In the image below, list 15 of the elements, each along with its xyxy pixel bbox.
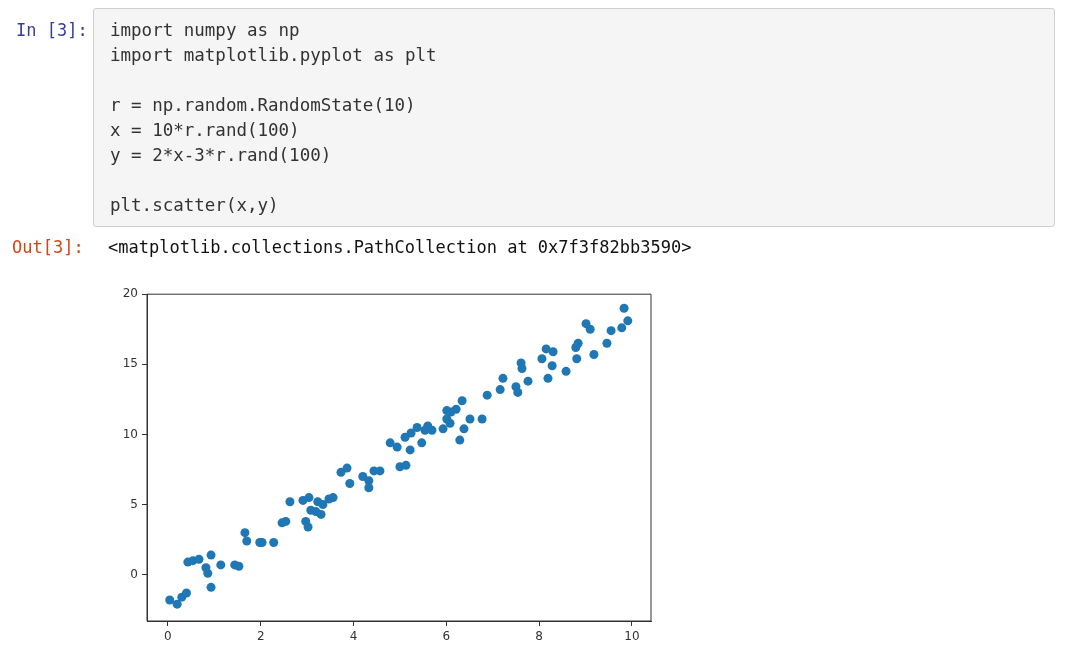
y-tick-label: 15	[122, 356, 138, 371]
x-tick-label: 0	[164, 629, 172, 644]
y-tick-label: 10	[122, 426, 138, 441]
y-tick-label: 5	[130, 496, 138, 511]
text: In [3]:	[16, 20, 88, 40]
y-tick-label: 0	[130, 566, 138, 581]
x-tick-label: 6	[442, 629, 451, 644]
text: import numpy as np import matplotlib.pyplot as plt r = np.random.RandomState(10) x = 10*r.rand(100) y = 2*x-3*r.rand(100) plt.scatter(x,y)	[110, 20, 437, 215]
y-tick-label: 20	[122, 286, 138, 301]
x-tick-label: 2	[256, 629, 265, 644]
x-tick-label: 10	[624, 629, 640, 644]
text: Out[3]:	[12, 237, 84, 257]
x-tick-label: 4	[349, 629, 358, 644]
text: <matplotlib.collections.PathCollection at 0x7f3f82bb3590>	[108, 237, 692, 257]
x-tick-label: 8	[535, 629, 543, 644]
